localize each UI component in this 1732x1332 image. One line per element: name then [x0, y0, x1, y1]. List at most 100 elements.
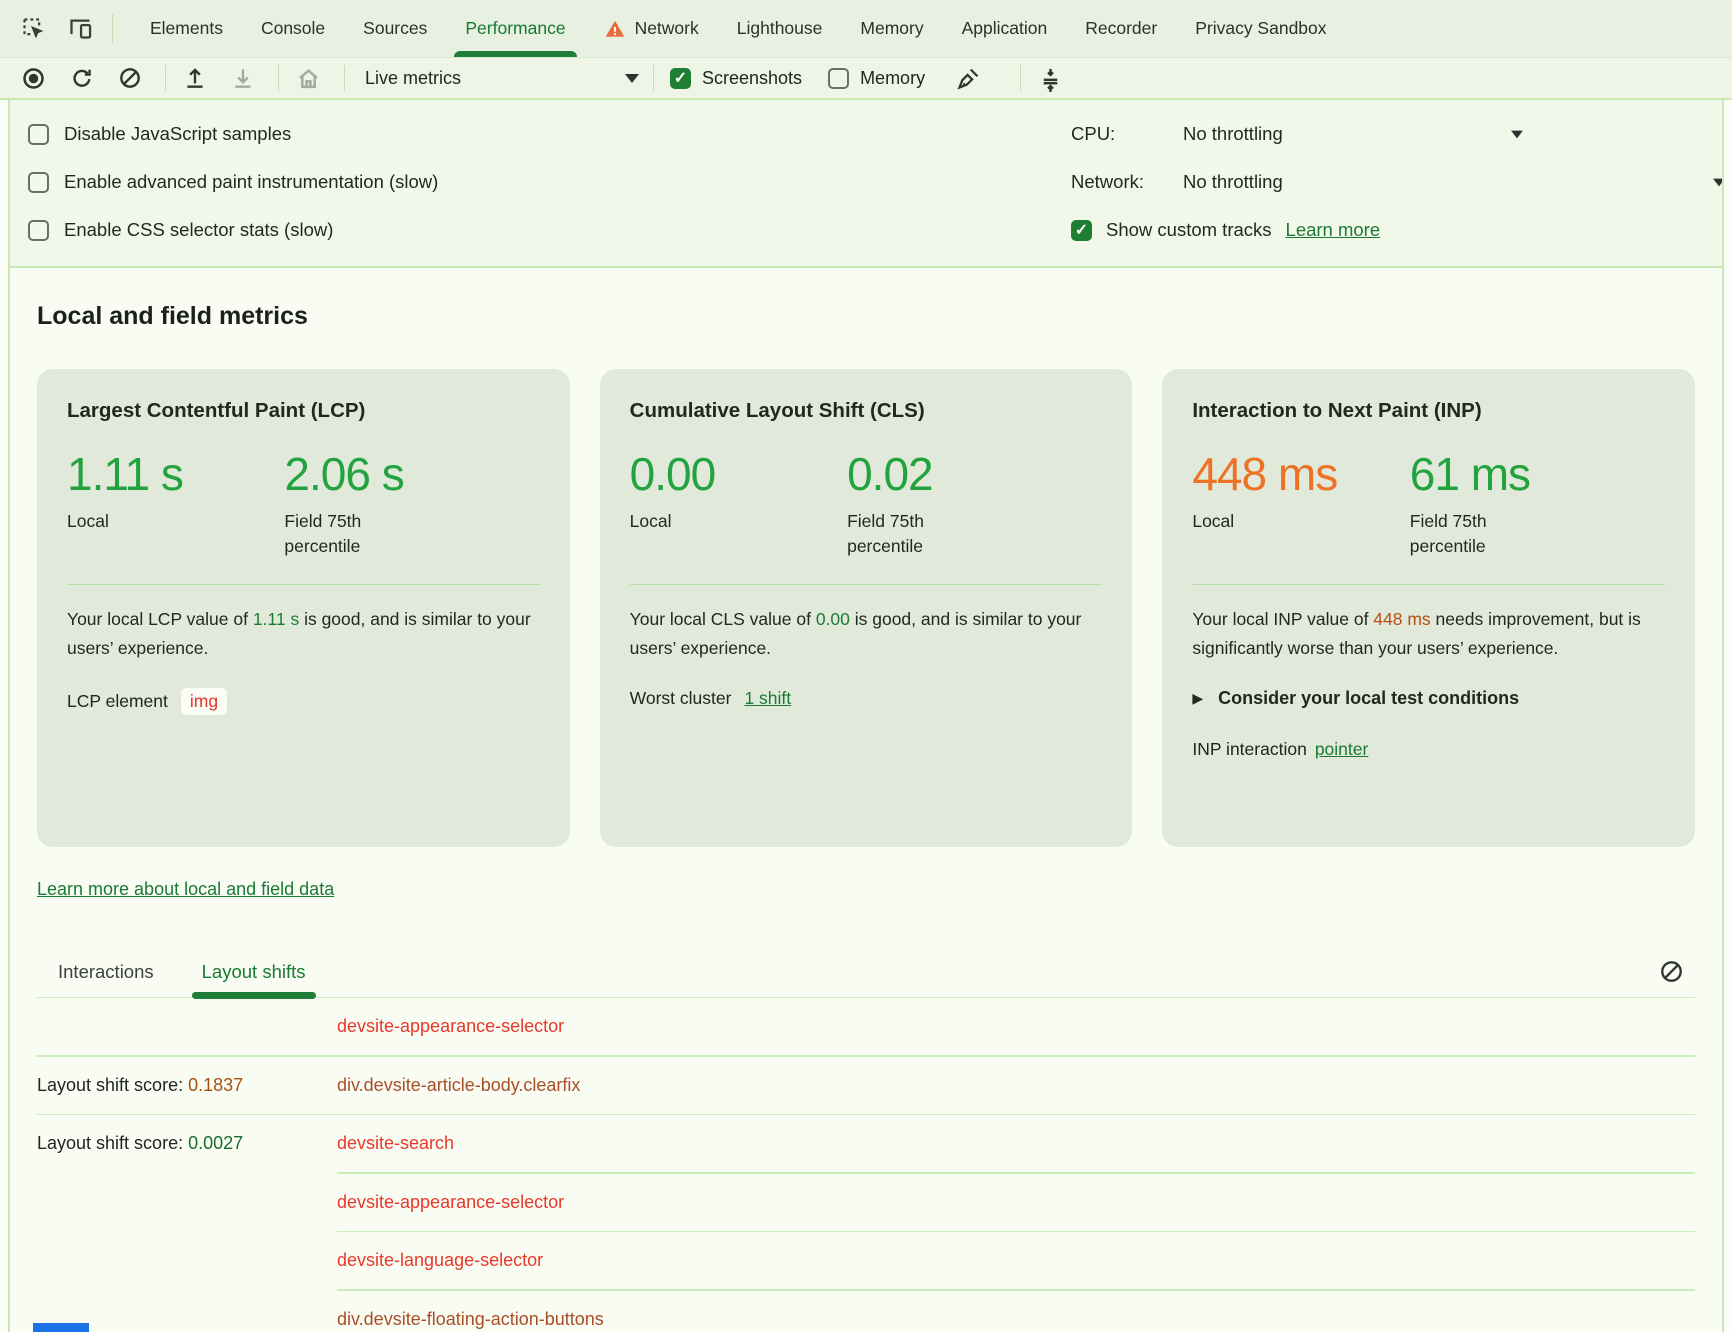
tab-interactions[interactable]: Interactions: [54, 946, 158, 997]
checkbox-unchecked-icon: [28, 220, 49, 241]
tabbar-tool-icons: [20, 15, 94, 42]
metric-cards: Largest Contentful Paint (LCP) 1.11 s Lo…: [37, 369, 1695, 847]
inp-field-label: Field 75th percentile: [1410, 509, 1545, 560]
worst-cluster-link[interactable]: 1 shift: [744, 688, 791, 709]
lcp-element-chip[interactable]: img: [181, 688, 227, 715]
throttling-settings: CPU: No throttling Network: No throttlin…: [1071, 110, 1696, 252]
tab-lighthouse[interactable]: Lighthouse: [718, 0, 842, 57]
shift-element-link[interactable]: devsite-appearance-selector: [337, 1016, 564, 1037]
show-custom-tracks-row: ✓ Show custom tracks Learn more: [1071, 206, 1696, 254]
devtools-tab-bar: Elements Console Sources Performance Net…: [0, 0, 1732, 58]
collect-garbage-icon[interactable]: [955, 65, 982, 92]
shift-element-link[interactable]: devsite-search: [337, 1133, 454, 1154]
tab-sources[interactable]: Sources: [344, 0, 446, 57]
worst-cluster-label: Worst cluster: [630, 688, 732, 709]
inspect-icon[interactable]: [20, 15, 47, 42]
inp-card: Interaction to Next Paint (INP) 448 ms L…: [1162, 369, 1695, 847]
layout-shift-row: devsite-appearance-selector: [37, 1174, 1695, 1231]
cls-card: Cumulative Layout Shift (CLS) 0.00 Local…: [600, 369, 1133, 847]
inp-description: Your local INP value of 448 ms needs imp…: [1192, 605, 1665, 662]
tab-elements[interactable]: Elements: [131, 0, 242, 57]
inp-field-value: 61 ms: [1410, 447, 1545, 501]
network-throttling-select[interactable]: No throttling: [1183, 171, 1283, 193]
reload-icon[interactable]: [69, 65, 95, 91]
download-icon[interactable]: [230, 65, 256, 91]
advanced-paint-instrumentation-checkbox[interactable]: Enable advanced paint instrumentation (s…: [28, 158, 438, 206]
shift-element-link[interactable]: div.devsite-floating-action-buttons: [337, 1309, 604, 1330]
clear-icon[interactable]: [117, 65, 143, 91]
tabbar-separator: [112, 14, 113, 44]
tab-network[interactable]: Network: [585, 0, 718, 57]
local-field-data-learn-more-link[interactable]: Learn more about local and field data: [37, 879, 334, 900]
inp-card-title: Interaction to Next Paint (INP): [1192, 399, 1665, 423]
shift-element-link[interactable]: div.devsite-article-body.clearfix: [337, 1075, 580, 1096]
cls-local-label: Local: [630, 509, 765, 534]
device-toolbar-icon[interactable]: [67, 15, 94, 42]
cls-field-value: 0.02: [847, 447, 982, 501]
css-selector-stats-checkbox[interactable]: Enable CSS selector stats (slow): [28, 206, 438, 254]
tab-recorder[interactable]: Recorder: [1066, 0, 1176, 57]
inp-interaction-link[interactable]: pointer: [1315, 739, 1369, 760]
chevron-down-icon[interactable]: [1713, 178, 1724, 186]
toolbar-separator: [653, 65, 654, 91]
score-value: 0.1837: [188, 1075, 243, 1095]
shift-element-link[interactable]: devsite-appearance-selector: [337, 1192, 564, 1213]
cls-field-label: Field 75th percentile: [847, 509, 982, 560]
clear-log-icon[interactable]: [1658, 958, 1685, 985]
view-selector-dropdown[interactable]: Live metrics: [361, 68, 653, 89]
tab-performance[interactable]: Performance: [446, 0, 584, 57]
local-test-conditions-disclosure[interactable]: ▶ Consider your local test conditions: [1192, 688, 1665, 709]
chevron-down-icon[interactable]: [1511, 130, 1523, 138]
collapse-icon[interactable]: [1037, 65, 1064, 92]
tab-console[interactable]: Console: [242, 0, 344, 57]
cpu-label: CPU:: [1071, 123, 1183, 145]
layout-shift-row: Layout shift score: 0.0027 devsite-searc…: [37, 1115, 1695, 1172]
shift-element-link[interactable]: devsite-language-selector: [337, 1250, 543, 1271]
inp-local-value: 448 ms: [1192, 447, 1409, 501]
custom-tracks-learn-more-link[interactable]: Learn more: [1286, 219, 1381, 241]
lcp-field-label: Field 75th percentile: [284, 509, 419, 560]
checkbox-unchecked-icon: [828, 68, 849, 89]
lcp-field-value: 2.06 s: [284, 447, 419, 501]
card-divider: [1192, 584, 1665, 586]
tab-layout-shifts[interactable]: Layout shifts: [198, 946, 310, 997]
card-divider: [67, 584, 540, 586]
tab-privacy-sandbox[interactable]: Privacy Sandbox: [1176, 0, 1345, 57]
capture-settings-checkboxes: Disable JavaScript samples Enable advanc…: [28, 110, 464, 252]
custom-tracks-label: Show custom tracks: [1106, 219, 1272, 241]
layout-shift-row: Layout shift score: 0.1837 div.devsite-a…: [37, 1057, 1695, 1114]
network-label: Network:: [1071, 171, 1183, 193]
lcp-local-label: Local: [67, 509, 202, 534]
panel-tabs: Elements Console Sources Performance Net…: [131, 0, 1346, 57]
layout-shift-row: devsite-language-selector: [37, 1232, 1695, 1289]
score-value: 0.0027: [188, 1133, 243, 1153]
triangle-right-icon: ▶: [1192, 690, 1203, 707]
layout-shift-row: devsite-appearance-selector: [37, 998, 1695, 1055]
custom-tracks-checkbox[interactable]: ✓: [1071, 220, 1092, 241]
tab-application[interactable]: Application: [943, 0, 1067, 57]
toolbar-separator: [278, 65, 279, 91]
network-throttling-row: Network: No throttling: [1071, 158, 1696, 206]
home-icon[interactable]: [295, 65, 322, 92]
warning-icon: [604, 18, 626, 40]
layout-shift-row: div.devsite-floating-action-buttons: [37, 1291, 1695, 1332]
performance-toolbar: Live metrics ✓ Screenshots Memory: [0, 58, 1732, 100]
blue-indicator-bar: [33, 1323, 89, 1332]
lcp-card-title: Largest Contentful Paint (LCP): [67, 399, 540, 423]
cpu-throttling-select[interactable]: No throttling: [1183, 123, 1283, 145]
cls-description: Your local CLS value of 0.00 is good, an…: [630, 605, 1103, 662]
screenshots-checkbox[interactable]: ✓ Screenshots: [670, 68, 802, 89]
memory-checkbox[interactable]: Memory: [828, 68, 925, 89]
lcp-local-value: 1.11 s: [67, 447, 284, 501]
tab-memory[interactable]: Memory: [841, 0, 942, 57]
toolbar-separator: [165, 65, 166, 91]
disable-js-samples-checkbox[interactable]: Disable JavaScript samples: [28, 110, 438, 158]
score-label: Layout shift score:: [37, 1075, 188, 1095]
upload-icon[interactable]: [182, 65, 208, 91]
cls-card-title: Cumulative Layout Shift (CLS): [630, 399, 1103, 423]
inp-local-label: Local: [1192, 509, 1327, 534]
checkbox-checked-icon: ✓: [670, 68, 691, 89]
card-divider: [630, 584, 1103, 586]
toolbar-separator: [1020, 65, 1021, 91]
record-icon[interactable]: [20, 65, 47, 92]
